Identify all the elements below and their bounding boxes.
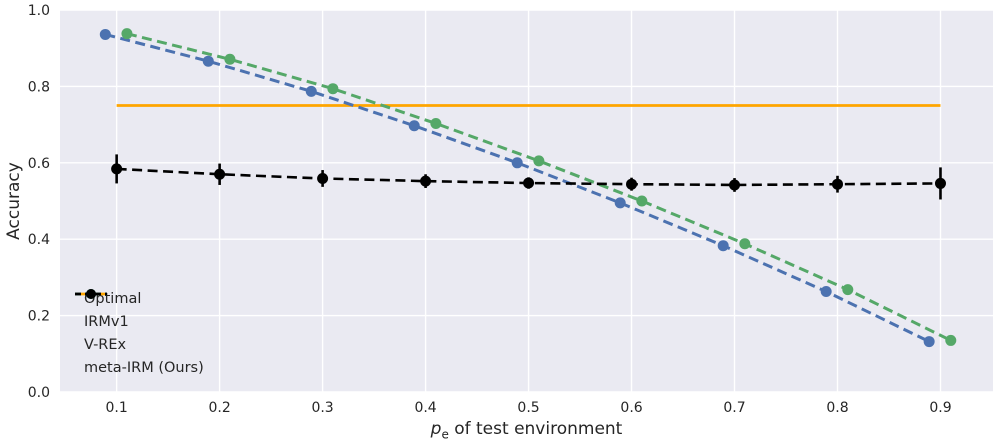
meta-irm-line-marker-swatch <box>75 289 107 299</box>
data-point-marker <box>533 155 545 167</box>
data-point-marker <box>729 179 741 191</box>
x-axis-label-text: of test environment <box>448 419 623 439</box>
x-tick-label: 0.7 <box>723 400 745 416</box>
series-meta-irm-ours <box>111 154 946 200</box>
x-tick-labels: 0.1 0.2 0.3 0.4 0.5 0.6 0.7 0.8 0.9 <box>106 400 952 416</box>
y-tick-labels: 0.0 0.2 0.4 0.6 0.8 1.0 <box>28 3 50 401</box>
data-point-marker <box>317 172 329 184</box>
data-point-marker <box>934 177 946 189</box>
legend-label-vrex: V-REx <box>84 336 127 353</box>
x-tick-label: 0.6 <box>620 400 642 416</box>
data-point-marker <box>327 83 339 95</box>
data-point-marker <box>202 55 214 67</box>
data-point-marker <box>214 168 226 180</box>
legend: Optimal IRMv1 V-REx meta-IRM (Ours) <box>74 287 204 379</box>
y-tick-label: 0.2 <box>28 309 50 325</box>
series-irmv1 <box>99 28 935 348</box>
legend-item-vrex: V-REx <box>74 289 204 356</box>
data-point-marker <box>111 163 123 175</box>
data-point-marker <box>305 85 317 97</box>
data-point-marker <box>626 178 638 190</box>
x-tick-label: 0.2 <box>208 400 230 416</box>
data-point-marker <box>99 28 111 40</box>
data-point-marker <box>739 238 751 250</box>
x-axis-label: pe of test environment <box>60 419 993 441</box>
data-point-marker <box>945 334 957 346</box>
data-point-marker <box>523 177 535 189</box>
x-axis-label-subscript: e <box>441 427 449 442</box>
legend-item-irmv1: IRMv1 <box>74 289 204 333</box>
legend-item-meta-irm: meta-IRM (Ours) <box>74 289 204 379</box>
data-point-marker <box>408 120 420 132</box>
y-tick-label: 1.0 <box>28 3 50 19</box>
data-point-marker <box>832 178 843 190</box>
y-tick-label: 0.6 <box>28 156 50 172</box>
data-point-marker <box>614 197 626 209</box>
legend-label-meta-irm: meta-IRM (Ours) <box>84 359 204 376</box>
data-point-marker <box>820 286 832 298</box>
y-tick-label: 0.4 <box>28 232 50 248</box>
x-axis-label-variable: p <box>430 419 442 439</box>
data-point-marker <box>923 336 935 348</box>
x-tick-label: 0.4 <box>414 400 436 416</box>
series-line <box>126 32 952 342</box>
series-v-rex <box>121 28 957 346</box>
data-point-marker <box>420 175 432 187</box>
y-tick-label: 0.0 <box>28 385 50 401</box>
gridlines <box>60 9 993 393</box>
data-point-marker <box>511 157 523 169</box>
y-tick-label: 0.8 <box>28 79 50 95</box>
x-tick-label: 0.1 <box>106 400 128 416</box>
data-point-marker <box>224 53 236 65</box>
x-tick-label: 0.3 <box>311 400 333 416</box>
data-point-marker <box>842 284 854 296</box>
data-point-marker <box>636 195 648 207</box>
x-tick-label: 0.8 <box>826 400 848 416</box>
x-tick-label: 0.9 <box>929 400 951 416</box>
y-axis-label: Accuracy <box>4 162 24 240</box>
data-point-marker <box>121 28 133 40</box>
data-point-marker <box>430 117 442 129</box>
x-tick-label: 0.5 <box>517 400 539 416</box>
legend-label-irmv1: IRMv1 <box>84 313 129 330</box>
series-line <box>104 32 930 343</box>
data-point-marker <box>717 240 729 252</box>
